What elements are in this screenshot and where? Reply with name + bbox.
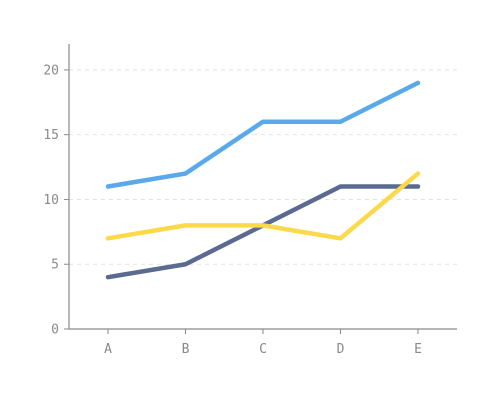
series-lines [105, 80, 421, 280]
y-tick-label: 0 [51, 323, 59, 338]
x-tick-label: C [259, 342, 267, 357]
grid-lines [69, 69, 457, 265]
x-tick-label: E [414, 342, 422, 357]
x-axis-ticks: A B C D E [104, 329, 422, 357]
y-tick-label: 20 [43, 63, 59, 78]
series-line-3 [105, 171, 421, 241]
y-tick-label: 10 [43, 193, 59, 208]
x-tick-label: B [182, 342, 190, 357]
y-tick-label: 15 [43, 128, 59, 143]
series-line-1 [105, 80, 421, 189]
x-tick-label: D [337, 342, 345, 357]
y-axis-ticks: 0 5 10 15 20 [43, 63, 69, 338]
x-tick-label: A [104, 342, 112, 357]
y-tick-label: 5 [51, 258, 59, 273]
